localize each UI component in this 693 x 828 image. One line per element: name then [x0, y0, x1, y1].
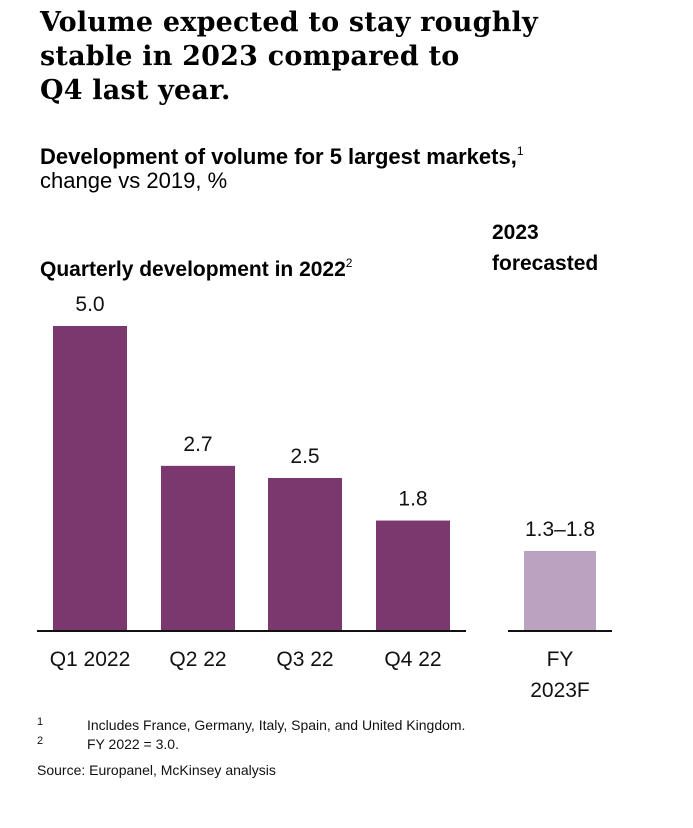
data-label: 5.0 — [75, 293, 104, 316]
chart-unit: change vs 2019, % — [40, 168, 228, 193]
subtitle-text: Development of volume for 5 largest mark… — [40, 144, 517, 169]
footnote-number: 1 — [37, 716, 44, 728]
headline-line: Q4 last year. — [40, 75, 231, 106]
footnote-ref: 2 — [345, 256, 353, 270]
footnote-ref: 1 — [516, 144, 524, 158]
bar-fy-2023f — [524, 550, 596, 630]
chart-headline: Volume expected to stay roughly stable i… — [40, 6, 660, 108]
source-note: Source: Europanel, McKinsey analysis — [37, 762, 276, 778]
data-label: 1.3–1.8 — [525, 518, 595, 541]
x-tick-label: FY — [547, 648, 574, 671]
data-label: 2.7 — [183, 433, 212, 456]
chart-subtitle: Development of volume for 5 largest mark… — [40, 137, 524, 171]
section-label-quarterly: Quarterly development in 20222 — [40, 249, 352, 284]
footnote-number: 2 — [37, 735, 44, 747]
x-tick-label: 2023F — [530, 679, 590, 702]
section-label-forecast: 2023 forecasted — [492, 217, 598, 279]
bar-q1-2022 — [53, 326, 127, 630]
x-tick-label: Q1 2022 — [50, 648, 131, 671]
footnote-text: FY 2022 = 3.0. — [87, 736, 179, 752]
section-label-line: 2023 — [492, 221, 539, 244]
footnote-2: 2 FY 2022 = 3.0. — [37, 735, 465, 754]
data-label: 2.5 — [290, 445, 319, 468]
x-tick-label: Q4 22 — [384, 648, 441, 671]
bar-q2-22 — [161, 465, 235, 630]
footnotes: 1 Includes France, Germany, Italy, Spain… — [37, 716, 465, 778]
x-tick-label: Q3 22 — [276, 648, 333, 671]
bar-q3-22 — [268, 478, 342, 630]
bar-q4-22 — [376, 520, 450, 630]
headline-line: stable in 2023 compared to — [40, 41, 460, 72]
footnote-text: Includes France, Germany, Italy, Spain, … — [87, 717, 466, 733]
footnote-1: 1 Includes France, Germany, Italy, Spain… — [37, 716, 465, 735]
x-tick-label: Q2 22 — [169, 648, 226, 671]
headline-line: Volume expected to stay roughly — [40, 7, 538, 38]
data-label: 1.8 — [398, 488, 427, 511]
section-label-text: Quarterly development in 2022 — [40, 258, 346, 281]
section-label-line: forecasted — [492, 252, 599, 275]
